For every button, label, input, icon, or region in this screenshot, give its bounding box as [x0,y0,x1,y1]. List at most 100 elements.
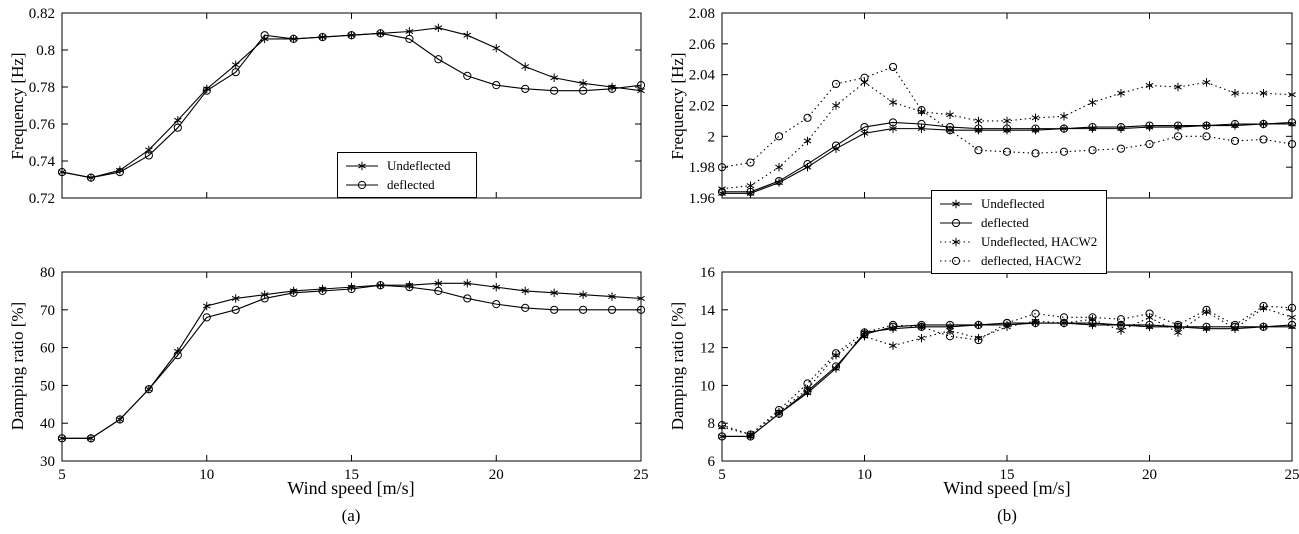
circle-marker [289,34,298,44]
chart-b-top: 1.96 1.98 2 2.02 2.04 2.06 2.08 [689,6,1297,207]
circle-marker [1031,149,1040,158]
circle-marker [1230,136,1240,146]
circle-marker [1116,315,1126,324]
ylabel-damping-a: Damping ratio [%] [8,301,27,431]
circle-marker [1287,118,1297,127]
x-tick-label: 5 [718,467,726,483]
series-line-undeflected-hacw2 [721,81,1293,190]
star-marker [637,86,645,95]
circle-marker [1202,322,1211,331]
circle-marker [717,420,727,430]
circle-marker [1059,313,1069,322]
y-tick-label: 30 [40,454,55,470]
series-markers-undeflected [58,279,645,443]
star-marker [1060,112,1068,121]
series-markers-undeflected [718,119,1296,198]
legend-label: deflected [981,214,1029,230]
y-tick-label: 14 [700,303,716,319]
star-marker [492,282,501,292]
y-tick-label: 50 [40,378,55,394]
circle-marker [376,281,385,290]
circle-marker [888,118,898,127]
circle-marker [550,86,559,95]
circle-marker [1202,305,1211,314]
star-marker [550,73,559,82]
star-marker [803,136,812,146]
y-tick-label: 2.02 [689,99,715,115]
star-marker [492,43,501,53]
x-tick-label: 20 [489,467,504,483]
circle-marker [636,81,646,90]
star-marker [860,78,869,87]
circle-marker [434,55,443,64]
y-tick-label: 1.96 [689,191,716,207]
xlabel-wind-speed-a: Wind speed [m/s] [287,478,415,498]
star-marker [1117,88,1125,98]
star-marker [463,31,472,40]
series-markers-undeflected-hacw2 [718,78,1296,193]
circle-marker [347,284,356,294]
legend-sample-circle-solid-icon [940,218,972,227]
circle-marker [86,173,96,182]
circle-marker [318,32,327,42]
star-marker [1174,328,1182,337]
circle-marker [1002,318,1012,328]
legend-label: deflected, HACW2 [981,252,1082,268]
circle-marker [888,62,898,72]
circle-marker [1031,124,1040,133]
circle-marker [945,332,955,341]
ylabel-damping-b: Damping ratio [%] [668,301,687,431]
y-tick-label: 80 [40,265,55,281]
circle-marker [1002,147,1012,156]
legend-sample-star-dotted-icon [940,237,972,246]
legend-sample-circle-dotted-icon [940,256,972,265]
legend-sample-star-solid-icon [940,199,972,208]
y-tick-label: 0.8 [36,43,55,59]
circle-marker [86,434,96,443]
circle-marker [1202,132,1211,141]
circle-marker [231,305,240,314]
circle-marker [405,34,414,44]
star-marker [917,107,926,116]
circle-marker [746,158,755,167]
circle-marker [318,286,327,295]
legend-entry-undeflected: Undeflected [344,156,470,175]
star-marker [550,288,559,297]
x-tick-label: 10 [199,467,214,483]
legend-entry-deflected-hacw2: deflected, HACW2 [938,251,1100,270]
circle-marker [831,349,841,358]
star-marker [144,145,153,155]
circle-marker [974,320,983,330]
y-tick-label: 2.08 [689,6,715,22]
star-marker [1231,88,1239,98]
circle-marker [917,322,926,331]
series-markers-deflected [57,29,646,182]
circle-marker [579,305,588,314]
star-marker [1288,90,1296,99]
star-marker [1145,81,1154,90]
star-marker [917,333,926,343]
circle-marker [434,286,443,295]
circle-marker [607,305,617,314]
star-marker [803,384,812,394]
circle-marker [774,405,784,415]
star-marker [579,79,587,88]
circle-marker [774,176,784,186]
circle-marker [1145,309,1154,318]
star-marker [746,430,755,439]
series-markers-deflected [57,281,646,443]
y-tick-label: 1.98 [689,160,715,176]
circle-marker [357,180,367,189]
circle-marker [1088,146,1097,155]
legend-label: Undeflected [387,157,451,173]
circle-marker [951,256,961,265]
series-markers-deflected-hacw2 [717,62,1297,172]
circle-marker [202,313,211,322]
circle-marker [636,305,646,314]
circle-marker [831,79,841,89]
circle-marker [1259,301,1268,311]
circle-marker [376,29,385,38]
series-line-deflected [61,32,642,179]
circle-marker [347,31,356,40]
circle-marker [888,320,898,330]
